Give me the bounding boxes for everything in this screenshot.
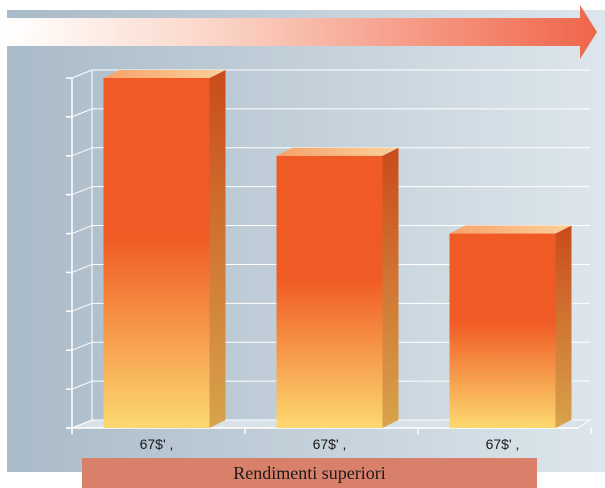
category-label: 67$' , — [486, 436, 520, 452]
grid-line-side — [71, 186, 93, 196]
grid-line-side — [71, 263, 93, 273]
bar-side — [209, 70, 226, 428]
footer-banner: Rendimenti superiori — [82, 458, 537, 488]
title-arrow — [5, 5, 597, 59]
bar-top — [276, 147, 399, 156]
footer-label: Rendimenti superiori — [233, 462, 386, 483]
bar — [276, 155, 383, 428]
grid-line-side — [71, 147, 93, 157]
plot-area: 67$' , 67$' , 67$' , — [66, 69, 592, 452]
grid-line-side — [71, 380, 93, 390]
bar-top — [103, 70, 226, 78]
grid-line-side — [71, 69, 93, 79]
bar-side — [555, 225, 572, 428]
grid-line-side — [71, 108, 93, 118]
bar — [103, 78, 210, 428]
chart-title: η% — [10, 13, 40, 38]
grid-line-side — [71, 302, 93, 312]
bar-side — [382, 147, 399, 428]
category-label: 67$' , — [313, 436, 347, 452]
bar-top — [449, 225, 572, 234]
bar — [449, 233, 556, 428]
grid-line-side — [71, 225, 93, 235]
category-label: 67$' , — [140, 436, 174, 452]
grid-line-side — [71, 341, 93, 351]
